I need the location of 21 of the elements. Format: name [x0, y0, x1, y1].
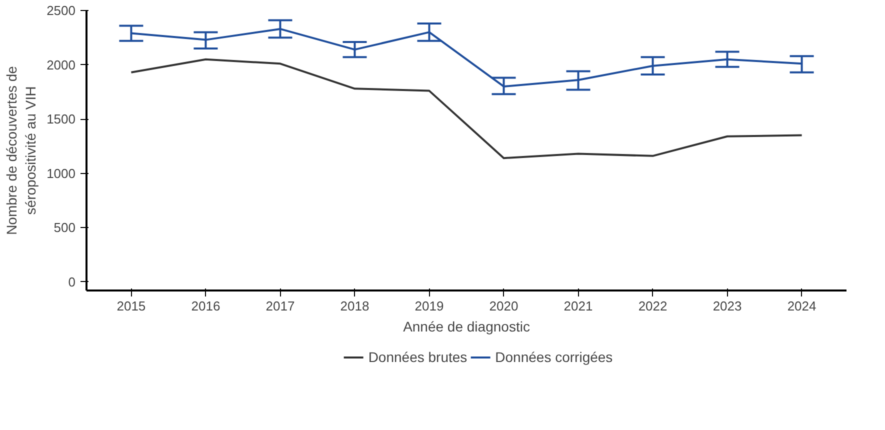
y-tick-label: 2000	[46, 57, 76, 72]
x-tick-label: 2021	[564, 298, 593, 314]
x-axis-title: Année de diagnostic	[403, 318, 530, 334]
x-tick-label: 2017	[266, 298, 295, 314]
y-tick-label: 2500	[46, 3, 76, 18]
x-tick-label: 2024	[787, 298, 816, 314]
x-tick-label: 2020	[489, 298, 518, 314]
x-tick-label: 2022	[638, 298, 668, 314]
y-tick-label: 500	[54, 220, 76, 236]
legend-label: Données corrigées	[495, 349, 613, 365]
legend-label: Données brutes	[368, 349, 468, 365]
line-series	[130, 58, 803, 160]
y-tick-label: 1500	[46, 112, 76, 127]
x-tick-label: 2019	[414, 298, 444, 314]
y-tick-label: 0	[68, 274, 76, 290]
x-tick-label: 2016	[191, 298, 220, 314]
y-axis-title: Nombre de découvertes de séropositivité au VIH	[3, 66, 39, 235]
x-tick-label: 2015	[116, 298, 146, 314]
x-tick-label: 2023	[712, 298, 742, 314]
x-tick-label: 2018	[340, 298, 370, 314]
y-tick-label: 1000	[46, 166, 76, 181]
